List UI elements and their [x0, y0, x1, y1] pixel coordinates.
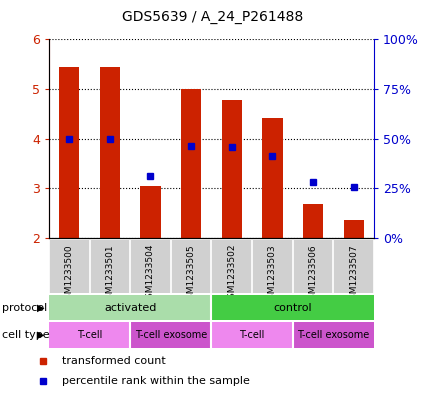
Text: ▶: ▶	[37, 330, 45, 340]
Bar	[49, 240, 374, 293]
Text: GSM1233502: GSM1233502	[227, 244, 236, 305]
Text: GSM1233504: GSM1233504	[146, 244, 155, 305]
Bar	[262, 118, 283, 238]
Bar	[49, 295, 211, 320]
Bar	[211, 295, 374, 320]
Text: GDS5639 / A_24_P261488: GDS5639 / A_24_P261488	[122, 10, 303, 24]
Bar	[303, 204, 323, 238]
Text: protocol: protocol	[2, 303, 47, 312]
Text: T-cell exosome: T-cell exosome	[135, 330, 207, 340]
Text: T-cell: T-cell	[239, 330, 265, 340]
Bar	[59, 66, 79, 238]
Bar	[343, 220, 364, 238]
Bar	[211, 322, 293, 348]
Text: transformed count: transformed count	[62, 356, 165, 366]
Bar	[181, 89, 201, 238]
Bar	[293, 322, 374, 348]
Text: cell type: cell type	[2, 330, 50, 340]
Text: GSM1233501: GSM1233501	[105, 244, 114, 305]
Text: GSM1233506: GSM1233506	[309, 244, 317, 305]
Text: T-cell: T-cell	[77, 330, 102, 340]
Bar	[100, 66, 120, 238]
Text: activated: activated	[104, 303, 156, 312]
Text: ▶: ▶	[37, 303, 45, 312]
Text: GSM1233507: GSM1233507	[349, 244, 358, 305]
Text: control: control	[273, 303, 312, 312]
Text: percentile rank within the sample: percentile rank within the sample	[62, 376, 249, 386]
Text: GSM1233503: GSM1233503	[268, 244, 277, 305]
Bar	[130, 322, 211, 348]
Bar	[49, 322, 130, 348]
Bar	[221, 100, 242, 238]
Text: T-cell exosome: T-cell exosome	[297, 330, 369, 340]
Text: GSM1233500: GSM1233500	[65, 244, 74, 305]
Text: GSM1233505: GSM1233505	[187, 244, 196, 305]
Bar	[140, 185, 161, 238]
